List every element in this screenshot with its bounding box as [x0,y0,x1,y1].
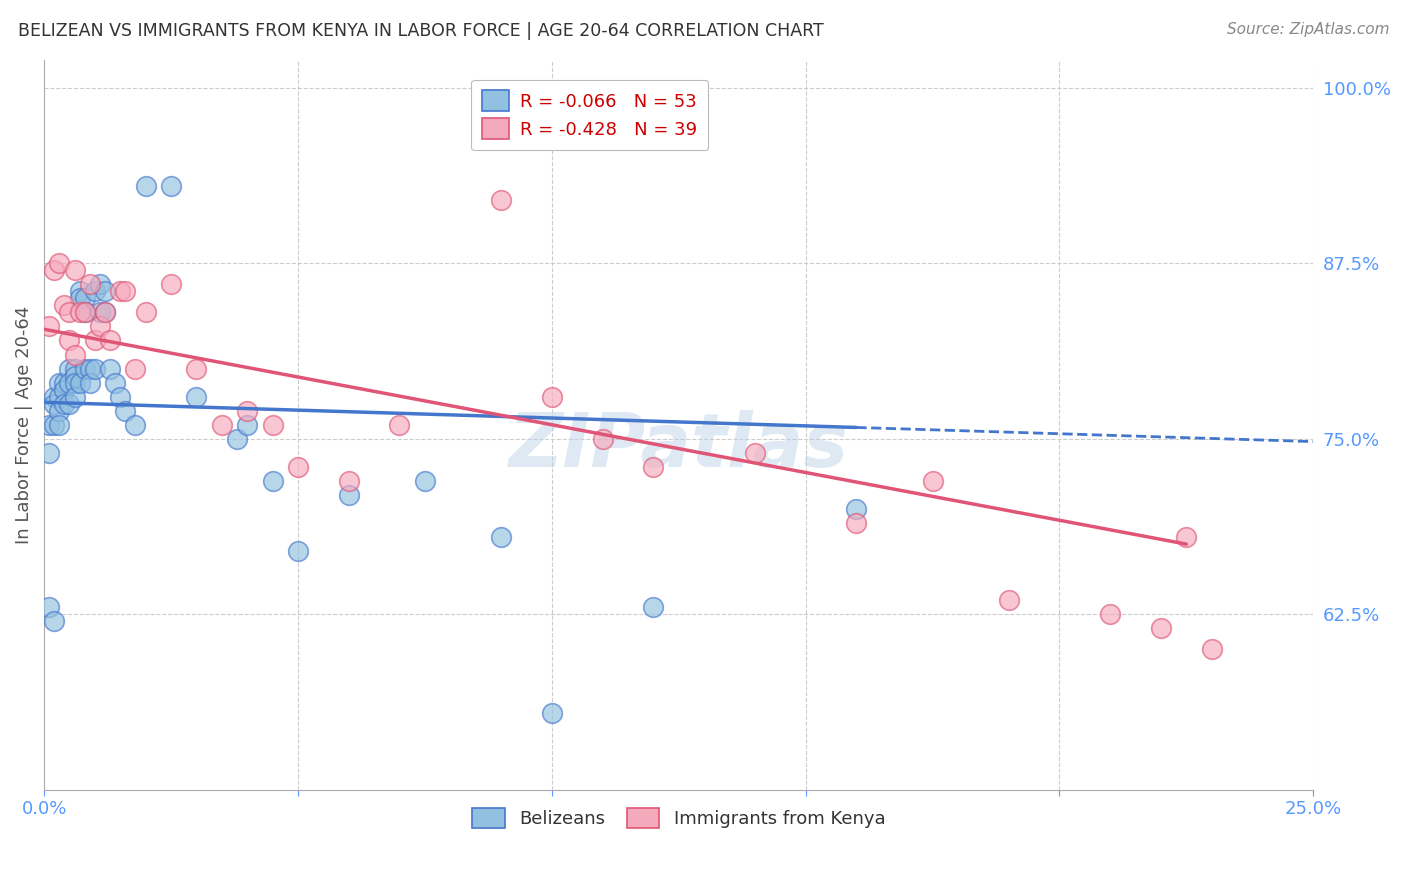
Point [287,544,309,558]
Point [1175,530,1198,544]
Point [58,305,80,319]
Point [845,502,868,516]
Point [44,263,66,277]
Point [48,417,70,432]
Point [337,474,360,488]
Point [114,285,136,299]
Point [226,432,249,446]
Point [73,361,96,376]
Point [997,593,1019,607]
Text: BELIZEAN VS IMMIGRANTS FROM KENYA IN LABOR FORCE | AGE 20-64 CORRELATION CHART: BELIZEAN VS IMMIGRANTS FROM KENYA IN LAB… [18,22,824,40]
Point [69,305,91,319]
Point [73,305,96,319]
Point [79,361,101,376]
Text: Source: ZipAtlas.com: Source: ZipAtlas.com [1226,22,1389,37]
Point [236,403,259,417]
Point [1201,642,1223,657]
Point [124,417,146,432]
Point [262,474,284,488]
Point [592,432,614,446]
Point [48,403,70,417]
Point [44,390,66,404]
Point [63,263,86,277]
Point [1099,607,1122,622]
Point [160,179,183,194]
Point [160,277,183,292]
Text: ZIPatlas: ZIPatlas [509,410,849,483]
Point [104,376,127,390]
Y-axis label: In Labor Force | Age 20-64: In Labor Force | Age 20-64 [15,306,32,544]
Point [58,334,80,348]
Point [44,417,66,432]
Point [44,397,66,411]
Point [94,285,117,299]
Point [211,417,233,432]
Point [53,383,76,397]
Point [83,361,105,376]
Point [73,305,96,319]
Point [38,446,60,460]
Point [413,474,436,488]
Point [38,417,60,432]
Point [744,446,766,460]
Point [94,305,117,319]
Point [1150,621,1173,635]
Point [186,361,208,376]
Point [114,403,136,417]
Point [48,256,70,270]
Point [135,305,157,319]
Point [58,361,80,376]
Point [643,600,665,615]
Point [337,488,360,502]
Point [63,347,86,361]
Legend: Belizeans, Immigrants from Kenya: Belizeans, Immigrants from Kenya [465,800,893,836]
Point [53,298,76,312]
Point [89,305,111,319]
Point [489,530,512,544]
Point [98,361,121,376]
Point [94,305,117,319]
Point [643,459,665,474]
Point [48,390,70,404]
Point [124,361,146,376]
Point [63,361,86,376]
Point [83,285,105,299]
Point [38,600,60,615]
Point [53,376,76,390]
Point [63,368,86,383]
Point [921,474,943,488]
Point [89,319,111,334]
Point [110,390,132,404]
Point [287,459,309,474]
Point [540,706,562,720]
Point [69,291,91,305]
Point [110,285,132,299]
Point [186,390,208,404]
Point [79,376,101,390]
Point [69,285,91,299]
Point [38,319,60,334]
Point [98,334,121,348]
Point [83,334,105,348]
Point [69,376,91,390]
Point [262,417,284,432]
Point [236,417,259,432]
Point [63,390,86,404]
Point [489,193,512,207]
Point [845,516,868,530]
Point [388,417,411,432]
Point [89,277,111,292]
Point [135,179,157,194]
Point [58,376,80,390]
Point [79,277,101,292]
Point [73,291,96,305]
Point [58,397,80,411]
Point [44,615,66,629]
Point [540,390,562,404]
Point [53,397,76,411]
Point [63,376,86,390]
Point [48,376,70,390]
